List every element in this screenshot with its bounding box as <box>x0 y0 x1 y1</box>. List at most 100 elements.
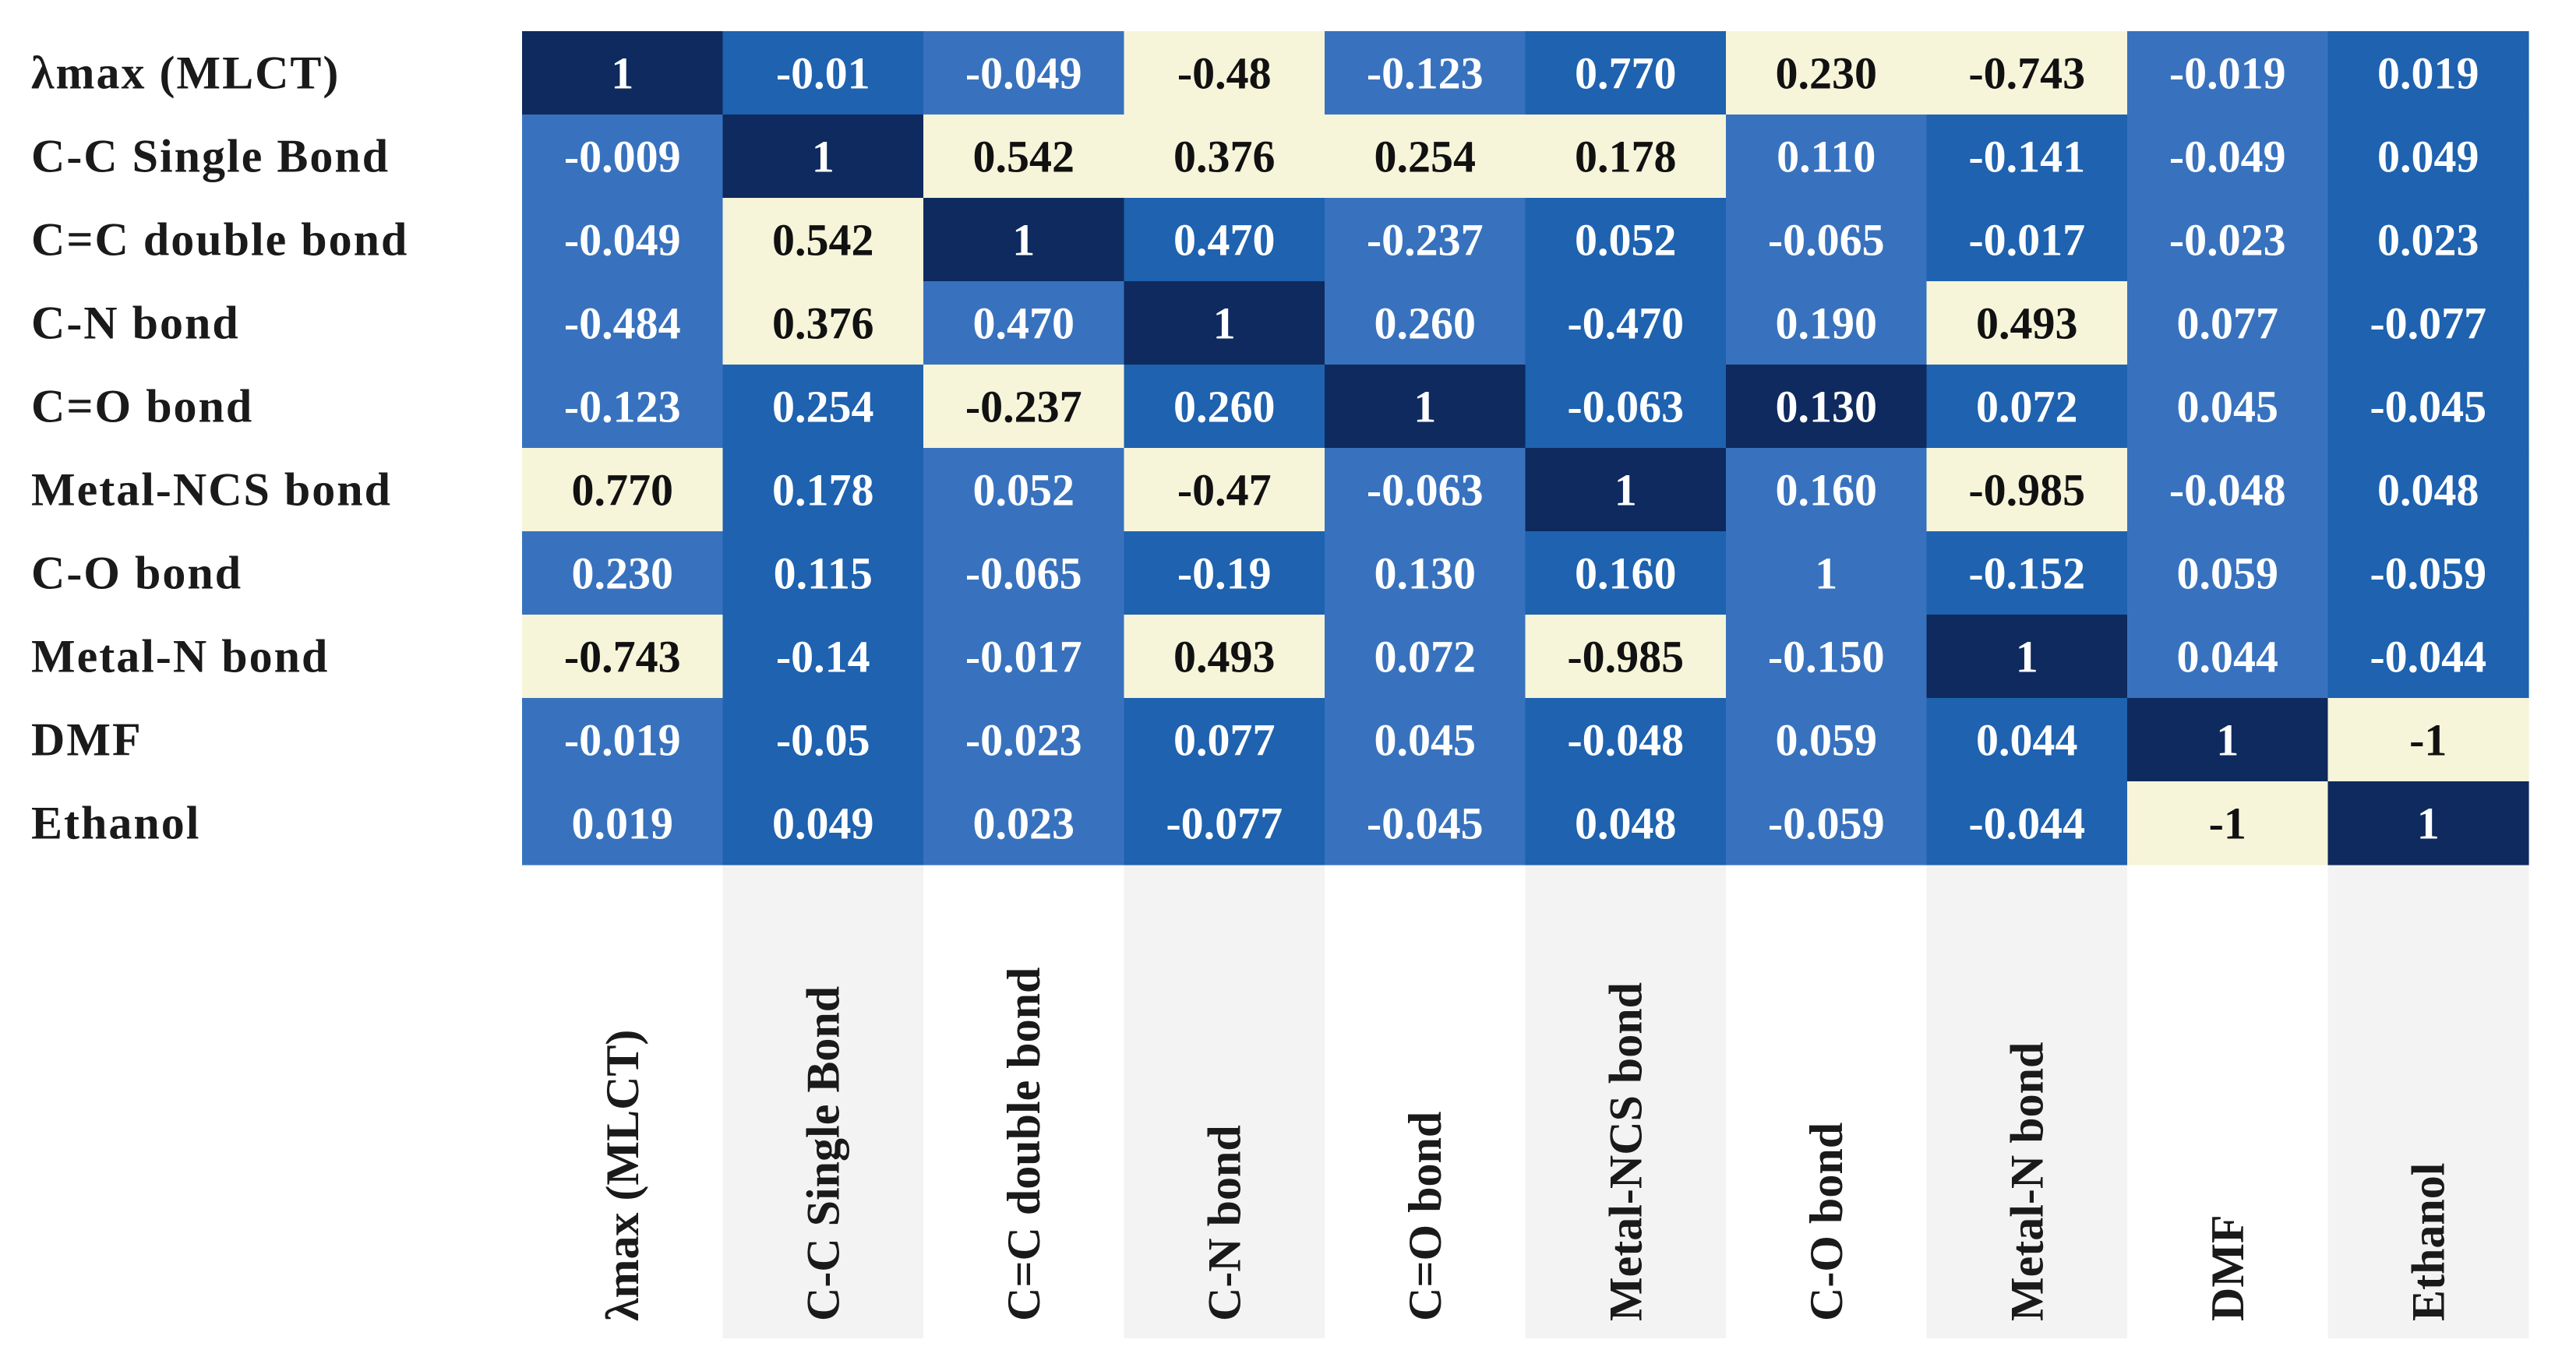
heatmap-cell <box>722 781 924 865</box>
column-label-band <box>2127 865 2328 1338</box>
cell-value-label: -0.017 <box>1968 215 2085 266</box>
heatmap-cell <box>1325 448 1526 532</box>
cell-value-label: -0.019 <box>2169 48 2286 99</box>
row-label: C=O bond <box>31 381 253 432</box>
heatmap-cell <box>1525 781 1727 865</box>
heatmap-cell <box>722 31 924 115</box>
cell-value-label: -0.123 <box>564 382 681 432</box>
column-label: C-C Single Bond <box>797 986 849 1321</box>
heatmap-cell <box>1325 365 1526 449</box>
heatmap-cell <box>1325 115 1526 199</box>
cell-value-label: -0.743 <box>1968 48 2085 99</box>
cell-value-label: 0.052 <box>973 465 1075 516</box>
heatmap-cell <box>2327 781 2529 865</box>
heatmap-cell <box>923 448 1125 532</box>
heatmap-cell <box>722 698 924 782</box>
heatmap-cell <box>1726 615 1928 699</box>
cell-value-label: -0.049 <box>564 215 681 266</box>
cell-value-label: -0.023 <box>965 715 1082 766</box>
heatmap-cell <box>923 115 1125 199</box>
cell-value-label: -0.123 <box>1367 48 1484 99</box>
cell-value-label: 1 <box>1815 548 1837 599</box>
cell-value-label: -1 <box>2209 798 2246 849</box>
cell-value-label: 1 <box>611 48 633 99</box>
cell-value-label: 0.178 <box>1575 132 1677 182</box>
cell-value-label: 0.019 <box>2377 48 2479 99</box>
heatmap-cell <box>1124 615 1325 699</box>
cell-value-label: -0.048 <box>1567 715 1684 766</box>
cell-value-label: -0.063 <box>1567 382 1684 432</box>
cell-value-label: 0.254 <box>1374 132 1477 182</box>
heatmap-cell <box>1926 365 2128 449</box>
heatmap-cell <box>1525 698 1727 782</box>
cell-value-label: 0.077 <box>1173 715 1276 766</box>
heatmap-cell <box>1325 198 1526 282</box>
heatmap-cell <box>923 365 1125 449</box>
cell-value-label: -0.017 <box>965 632 1082 682</box>
heatmap-cell <box>522 31 724 115</box>
heatmap-cell <box>1726 31 1928 115</box>
heatmap-cell <box>1926 781 2128 865</box>
cell-value-label: 1 <box>1213 298 1236 349</box>
heatmap-cell <box>722 115 924 199</box>
heatmap-cell <box>1926 698 2128 782</box>
heatmap-cell <box>2327 448 2529 532</box>
heatmap-cell <box>722 198 924 282</box>
heatmap-cell <box>1325 781 1526 865</box>
cell-value-label: 0.115 <box>774 548 873 599</box>
row-label: Metal-N bond <box>31 631 329 682</box>
heatmap-cell <box>1124 198 1325 282</box>
heatmap-cell <box>1726 115 1928 199</box>
cell-value-label: 0.045 <box>2177 382 2279 432</box>
cell-value-label: 1 <box>1413 382 1436 432</box>
row-label: C-O bond <box>31 548 242 599</box>
column-label-band <box>1926 865 2128 1338</box>
column-label: C=O bond <box>1399 1112 1451 1321</box>
cell-value-label: 0.044 <box>2177 632 2279 682</box>
cell-value-label: -0.077 <box>1166 798 1283 849</box>
cell-value-label: 0.230 <box>1776 48 1878 99</box>
column-label-band <box>1525 865 1727 1338</box>
heatmap-cell <box>2327 531 2529 615</box>
cell-value-label: -0.044 <box>1968 798 2085 849</box>
cell-value-label: 0.493 <box>1173 632 1276 682</box>
cell-value-label: 1 <box>812 132 835 182</box>
cell-value-label: 0.019 <box>572 798 674 849</box>
heatmap-cell <box>1726 365 1928 449</box>
row-label: Metal-NCS bond <box>31 464 392 516</box>
heatmap-cell <box>522 281 724 365</box>
cell-value-label: 0.049 <box>2377 132 2479 182</box>
cell-value-label: 0.110 <box>1777 132 1876 182</box>
cell-value-label: 0.072 <box>1374 632 1477 682</box>
heatmap-cell <box>923 531 1125 615</box>
cell-value-label: 0.770 <box>572 465 674 516</box>
cell-value-label: 0.190 <box>1776 298 1878 349</box>
heatmap-cell <box>522 198 724 282</box>
cell-value-label: -0.237 <box>1367 215 1484 266</box>
heatmap-cell <box>522 365 724 449</box>
heatmap-cell <box>1124 115 1325 199</box>
heatmap-cell <box>1726 198 1928 282</box>
heatmap-cell <box>2127 448 2329 532</box>
heatmap-cell <box>1525 115 1727 199</box>
cell-value-label: -0.150 <box>1768 632 1885 682</box>
cell-value-label: -0.019 <box>564 715 681 766</box>
cell-value-label: 0.493 <box>1976 298 2078 349</box>
heatmap-cell <box>1325 281 1526 365</box>
cell-value-label: 0.260 <box>1374 298 1477 349</box>
cell-value-label: 0.048 <box>2377 465 2479 516</box>
cell-value-label: -0.065 <box>1768 215 1885 266</box>
heatmap-cell <box>522 531 724 615</box>
heatmap-cell <box>1325 31 1526 115</box>
cell-value-label: -0.009 <box>564 132 681 182</box>
heatmap-cell <box>1124 448 1325 532</box>
heatmap-cell <box>1525 198 1727 282</box>
heatmap-cell <box>722 531 924 615</box>
cell-value-label: -0.063 <box>1367 465 1484 516</box>
heatmap-cell <box>2327 31 2529 115</box>
cell-value-label: 0.045 <box>1374 715 1477 766</box>
heatmap-cell <box>1124 698 1325 782</box>
heatmap-cell <box>923 615 1125 699</box>
cell-value-label: 0.023 <box>2377 215 2479 266</box>
